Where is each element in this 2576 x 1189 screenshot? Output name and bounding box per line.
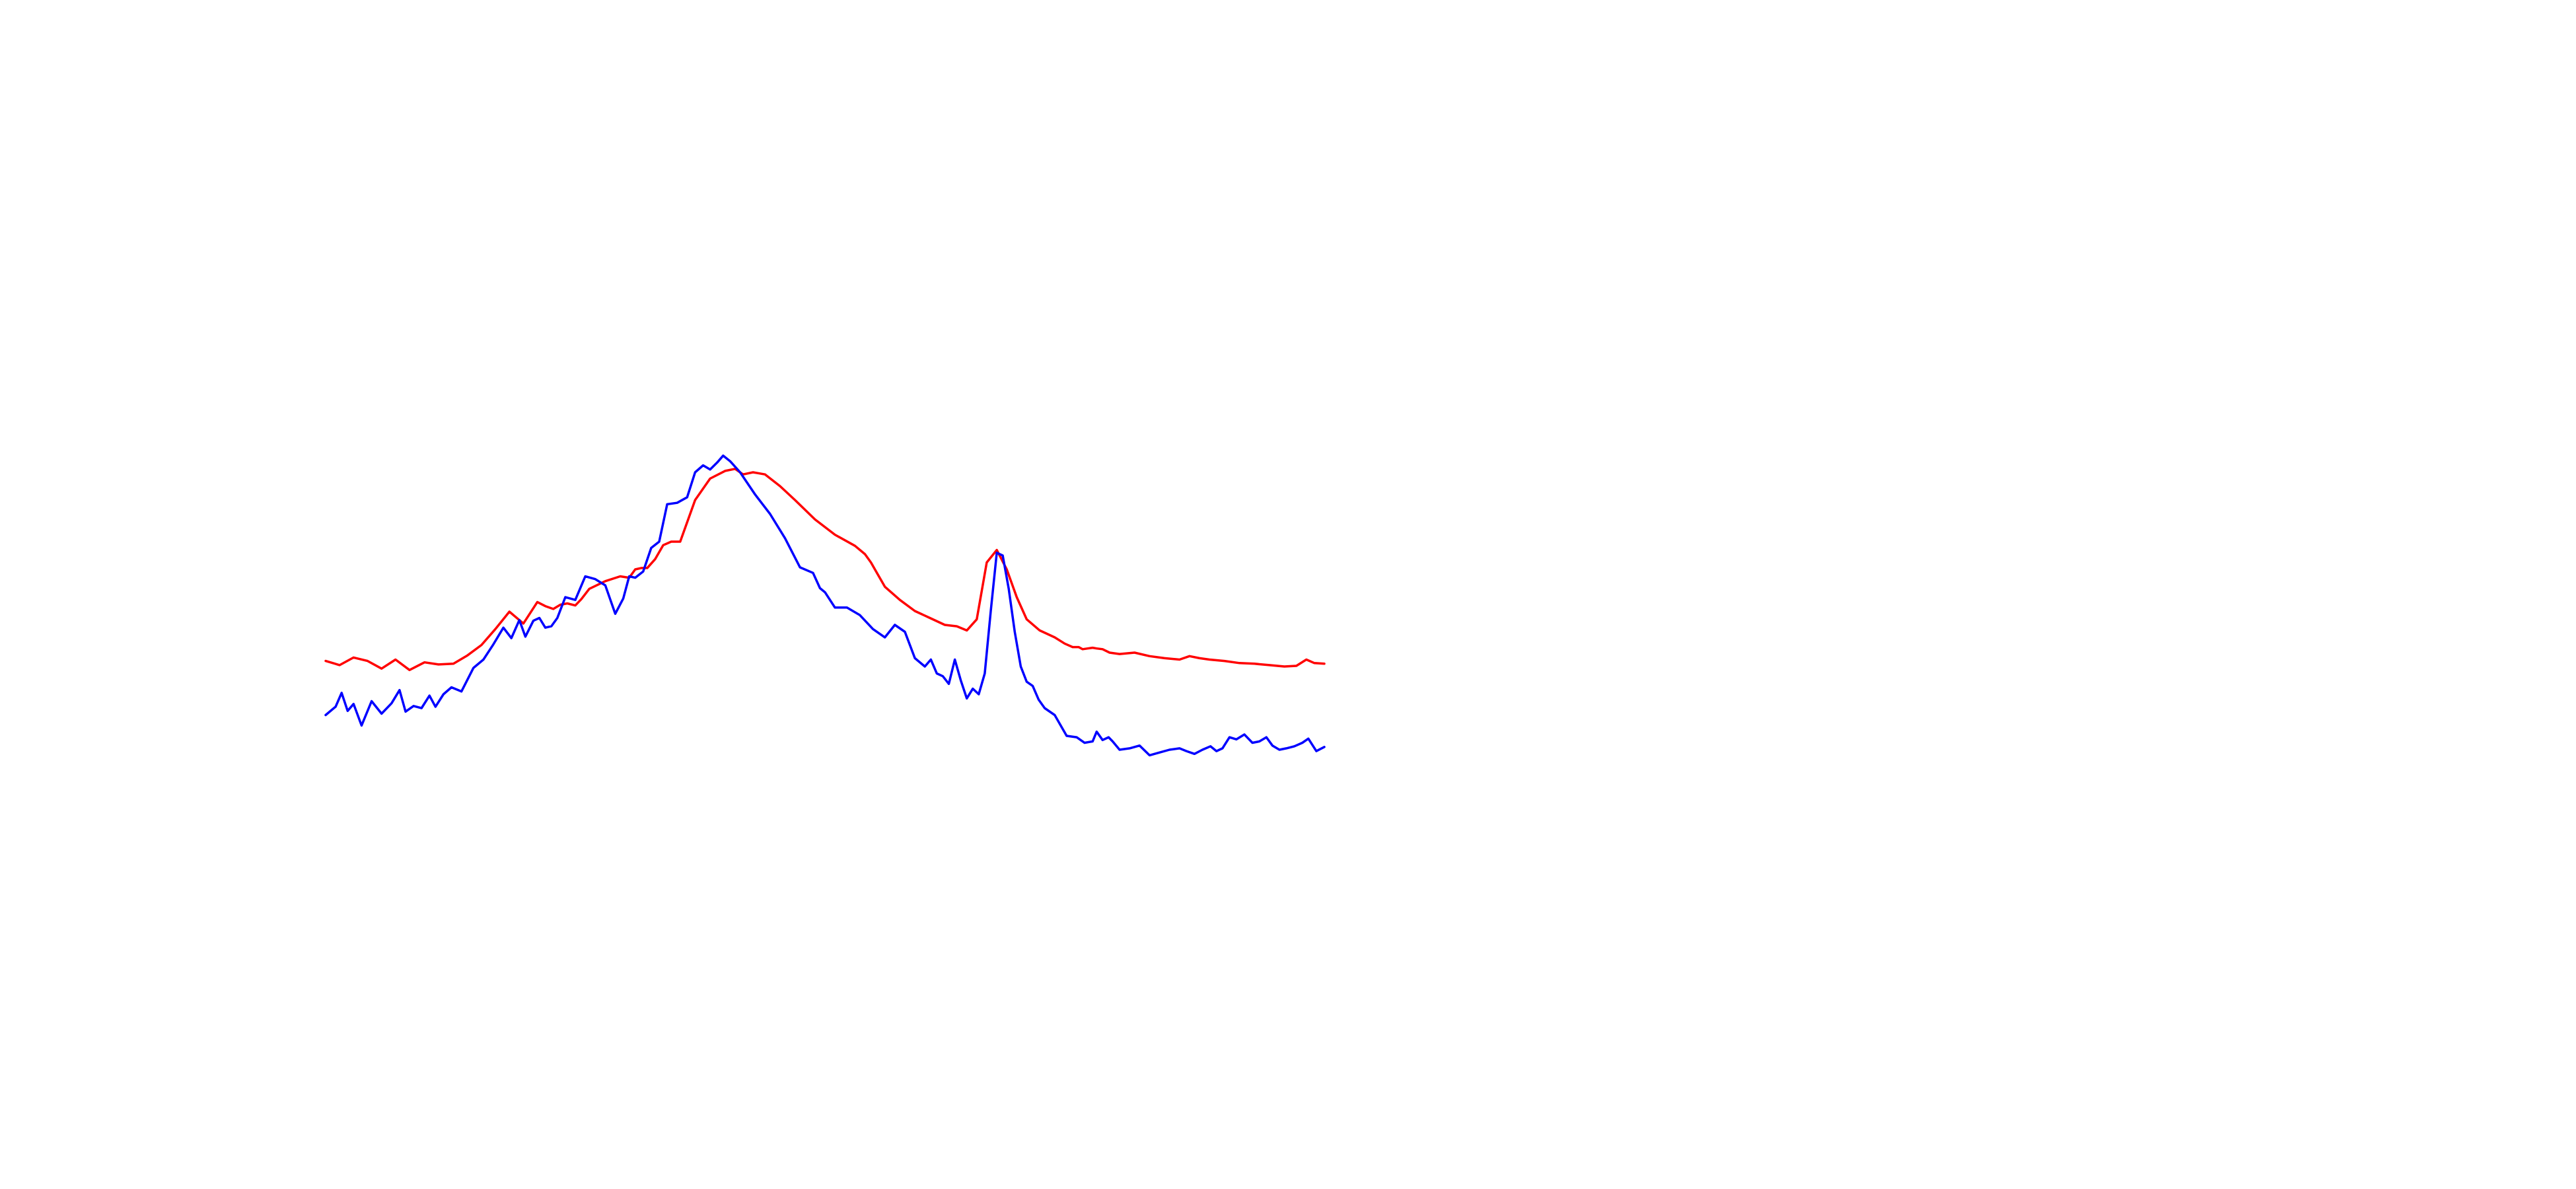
series-line-2: [324, 454, 1326, 757]
series-layer: [324, 454, 1326, 757]
series-line-1: [324, 468, 1326, 672]
